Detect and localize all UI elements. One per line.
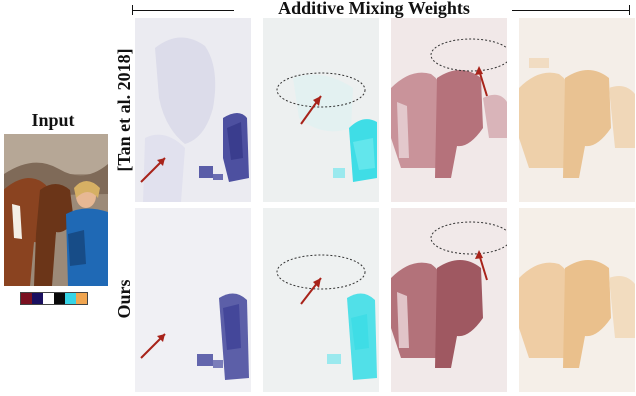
row-label-ours: Ours	[114, 279, 134, 319]
palette-swatch-4	[54, 293, 65, 304]
input-photo	[4, 134, 108, 286]
color-palette	[20, 292, 88, 305]
palette-swatch-5	[65, 293, 76, 304]
figure-title: Additive Mixing Weights	[278, 0, 470, 18]
palette-swatch-3	[43, 293, 54, 304]
ours-layer-4-panel	[519, 208, 635, 392]
tan-layer-2-panel	[263, 18, 379, 202]
header-bracket-right-tick	[629, 5, 630, 15]
ours-layer-2-panel	[263, 208, 379, 392]
palette-swatch-1	[21, 293, 32, 304]
tan-layer-3-panel	[391, 18, 507, 202]
row-label-tan-2018: [Tan et al. 2018]	[114, 48, 134, 172]
tan-layer-1-panel	[135, 18, 251, 202]
header-bracket-right-line	[512, 10, 630, 11]
palette-swatch-2	[32, 293, 43, 304]
palette-swatch-6	[76, 293, 87, 304]
input-title: Input	[31, 110, 75, 130]
header-bracket-left-line	[132, 10, 234, 11]
tan-layer-4-panel	[519, 18, 635, 202]
ours-layer-3-panel	[391, 208, 507, 392]
ours-layer-1-panel	[135, 208, 251, 392]
